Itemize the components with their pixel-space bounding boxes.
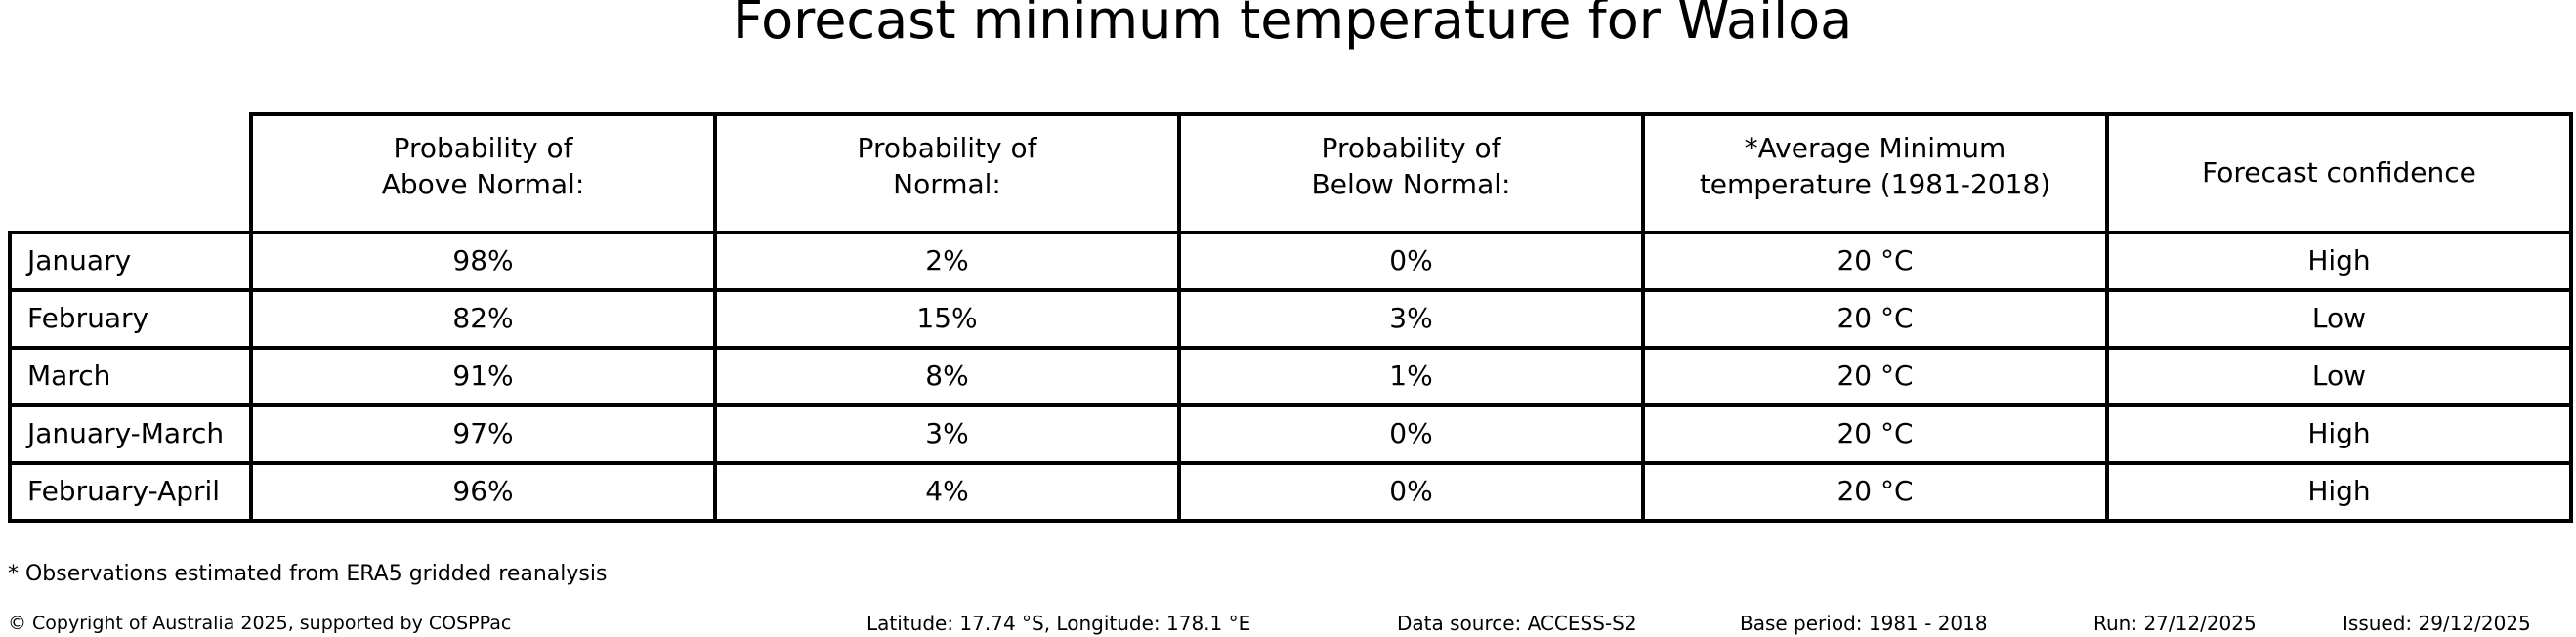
col-header-below-normal: Probability of Below Normal: (1177, 112, 1645, 234)
row-header-period: February-April (8, 461, 253, 523)
cell-confidence: High (2105, 403, 2573, 465)
col-header-forecast-confidence: Forecast confidence (2105, 112, 2573, 234)
table-row-january: January 98% 2% 0% 20 °C High (8, 231, 2573, 292)
cell-avg-min-temp: 20 °C (1641, 403, 2109, 465)
cell-avg-min-temp: 20 °C (1641, 346, 2109, 407)
cell-above-normal: 91% (249, 346, 717, 407)
cell-confidence: Low (2105, 288, 2573, 350)
col-header-above-normal: Probability of Above Normal: (249, 112, 717, 234)
cell-normal: 8% (713, 346, 1181, 407)
cell-confidence: High (2105, 231, 2573, 292)
cell-above-normal: 96% (249, 461, 717, 523)
cell-avg-min-temp: 20 °C (1641, 231, 2109, 292)
cell-confidence: High (2105, 461, 2573, 523)
row-header-period: January (8, 231, 253, 292)
footer-data-source: Data source: ACCESS-S2 (1397, 612, 1637, 635)
cell-below-normal: 1% (1177, 346, 1645, 407)
forecast-table: Probability of Above Normal: Probability… (8, 112, 2573, 523)
cell-below-normal: 3% (1177, 288, 1645, 350)
footer-run-date: Run: 27/12/2025 (2093, 612, 2257, 635)
cell-above-normal: 97% (249, 403, 717, 465)
row-header-period: January-March (8, 403, 253, 465)
table-row-february: February 82% 15% 3% 20 °C Low (8, 288, 2573, 350)
cell-below-normal: 0% (1177, 403, 1645, 465)
table-header-row: Probability of Above Normal: Probability… (10, 112, 2573, 234)
page-title: Forecast minimum temperature for Wailoa (733, 0, 1853, 51)
cell-normal: 3% (713, 403, 1181, 465)
footer-base-period: Base period: 1981 - 2018 (1740, 612, 1988, 635)
cell-normal: 15% (713, 288, 1181, 350)
cell-below-normal: 0% (1177, 231, 1645, 292)
footnote-era5: * Observations estimated from ERA5 gridd… (8, 562, 608, 586)
cell-normal: 4% (713, 461, 1181, 523)
footer-copyright: © Copyright of Australia 2025, supported… (8, 613, 512, 634)
cell-avg-min-temp: 20 °C (1641, 288, 2109, 350)
cell-above-normal: 98% (249, 231, 717, 292)
cell-above-normal: 82% (249, 288, 717, 350)
table-row-january-march: January-March 97% 3% 0% 20 °C High (8, 403, 2573, 465)
col-header-avg-min-temp: *Average Minimum temperature (1981-2018) (1641, 112, 2109, 234)
cell-avg-min-temp: 20 °C (1641, 461, 2109, 523)
corner-blank-cell (10, 114, 251, 233)
table-row-february-april: February-April 96% 4% 0% 20 °C High (8, 461, 2573, 523)
footer-location: Latitude: 17.74 °S, Longitude: 178.1 °E (866, 612, 1251, 635)
row-header-period: March (8, 346, 253, 407)
cell-confidence: Low (2105, 346, 2573, 407)
cell-normal: 2% (713, 231, 1181, 292)
cell-below-normal: 0% (1177, 461, 1645, 523)
footer-issued-date: Issued: 29/12/2025 (2343, 612, 2531, 635)
col-header-normal: Probability of Normal: (713, 112, 1181, 234)
row-header-period: February (8, 288, 253, 350)
table-row-march: March 91% 8% 1% 20 °C Low (8, 346, 2573, 407)
